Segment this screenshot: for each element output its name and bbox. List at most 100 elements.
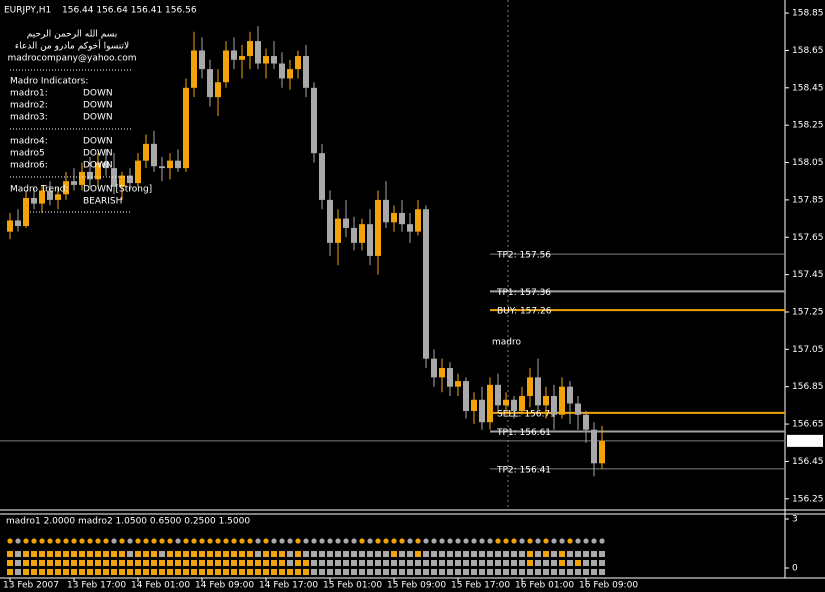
signal-square xyxy=(87,560,93,566)
signal-square xyxy=(311,551,317,557)
signal-square xyxy=(223,560,229,566)
signal-square xyxy=(111,560,117,566)
candle-body xyxy=(143,143,149,161)
candle-body xyxy=(439,368,445,378)
signal-dot xyxy=(479,538,485,544)
candle-body xyxy=(551,396,557,415)
signal-square xyxy=(327,569,333,575)
candle-body xyxy=(327,199,333,243)
signal-square xyxy=(367,569,373,575)
signal-dot xyxy=(335,538,341,544)
signal-square xyxy=(399,551,405,557)
signal-square xyxy=(295,560,301,566)
signal-square xyxy=(335,551,341,557)
candle-body xyxy=(599,440,605,464)
signal-square xyxy=(295,551,301,557)
y-tick-label: 157.65 xyxy=(792,233,824,243)
signal-square xyxy=(167,551,173,557)
trend-label: Madro Trend: xyxy=(10,185,69,195)
signal-square xyxy=(31,569,37,575)
signal-square xyxy=(47,560,53,566)
overlay-line: بسم الله الرحمن الرحيم xyxy=(27,30,117,40)
signal-square xyxy=(503,551,509,557)
candle-body xyxy=(519,396,525,411)
signal-square xyxy=(567,569,573,575)
signal-square xyxy=(543,560,549,566)
signal-square xyxy=(407,569,413,575)
signal-square xyxy=(239,560,245,566)
candle-body xyxy=(391,212,397,223)
signal-dot xyxy=(151,538,157,544)
candle-body xyxy=(471,399,477,411)
signal-square xyxy=(583,560,589,566)
signal-square xyxy=(583,569,589,575)
signal-square xyxy=(559,560,565,566)
x-tick-label: 15 Feb 01:00 xyxy=(323,581,382,591)
signal-square xyxy=(495,560,501,566)
signal-square xyxy=(591,569,597,575)
candle-body xyxy=(423,209,429,359)
signal-dot xyxy=(559,538,565,544)
candle-body xyxy=(399,212,405,225)
signal-square xyxy=(535,551,541,557)
signal-square xyxy=(191,560,197,566)
signal-square xyxy=(367,560,373,566)
signal-square xyxy=(367,551,373,557)
signal-dot xyxy=(407,538,413,544)
signal-square xyxy=(495,569,501,575)
signal-square xyxy=(431,569,437,575)
signal-square xyxy=(71,560,77,566)
candle-body xyxy=(55,194,61,200)
signal-square xyxy=(455,569,461,575)
candle-body xyxy=(135,160,141,184)
indicator-signal: DOWN xyxy=(83,101,113,111)
signal-square xyxy=(207,560,213,566)
signal-dot xyxy=(527,538,533,544)
candle-body xyxy=(415,209,421,232)
candle-body xyxy=(87,171,93,180)
candle-body xyxy=(159,166,165,169)
indicator-name: madro6: xyxy=(10,161,48,171)
signal-square xyxy=(503,560,509,566)
signal-square xyxy=(359,560,365,566)
y-tick-label: 156.25 xyxy=(792,494,824,504)
signal-dot xyxy=(351,538,357,544)
signal-square xyxy=(543,551,549,557)
indicator-name: madro5 xyxy=(10,149,45,159)
candle-body xyxy=(287,69,293,79)
annotation: madro xyxy=(492,338,521,348)
signal-dot xyxy=(215,538,221,544)
signal-square xyxy=(39,569,45,575)
signal-square xyxy=(567,551,573,557)
signal-dot xyxy=(183,538,189,544)
signal-square xyxy=(215,569,221,575)
signal-square xyxy=(87,569,93,575)
y-tick-label: 157.25 xyxy=(792,307,824,317)
signal-square xyxy=(487,560,493,566)
signal-dot xyxy=(231,538,237,544)
signal-square xyxy=(591,560,597,566)
trend-value: BEARISH xyxy=(83,197,122,207)
signal-square xyxy=(479,551,485,557)
y-tick-label: 158.25 xyxy=(792,121,824,131)
y-tick-label: 156.45 xyxy=(792,457,824,467)
signal-dot xyxy=(311,538,317,544)
x-tick-label: 15 Feb 09:00 xyxy=(387,581,446,591)
last-price-label: 156.56 xyxy=(790,436,822,446)
signal-square xyxy=(503,569,509,575)
indicator-name: madro2: xyxy=(10,101,48,111)
x-tick-label: 15 Feb 17:00 xyxy=(451,581,510,591)
signal-dot xyxy=(71,538,77,544)
candle-body xyxy=(127,175,133,184)
signal-square xyxy=(527,551,533,557)
signal-square xyxy=(23,551,29,557)
signal-square xyxy=(119,551,125,557)
signal-square xyxy=(511,560,517,566)
signal-square xyxy=(63,551,69,557)
signal-dot xyxy=(167,538,173,544)
signal-square xyxy=(287,551,293,557)
signal-square xyxy=(551,569,557,575)
signal-square xyxy=(279,560,285,566)
signal-square xyxy=(327,560,333,566)
indicator-signal: DOWN xyxy=(83,161,113,171)
